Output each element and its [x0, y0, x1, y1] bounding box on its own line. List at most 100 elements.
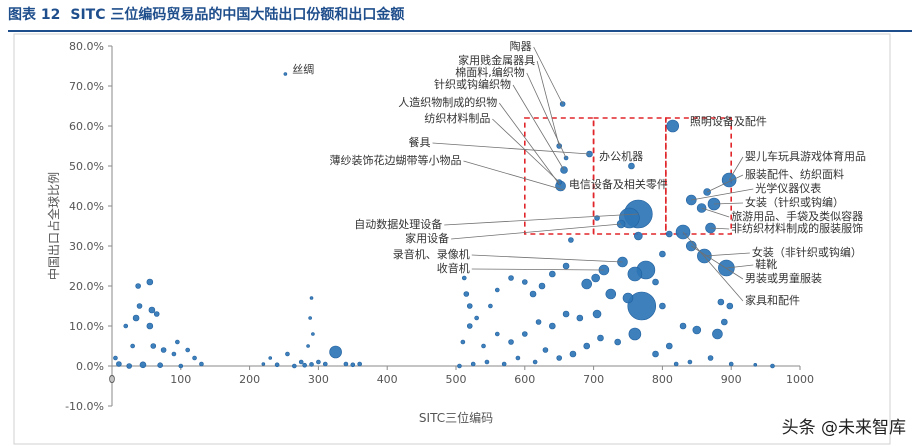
data-point — [148, 306, 156, 314]
data-point — [274, 362, 280, 368]
scatter-chart: -10.0% 0.0% 10.0% 20.0% 30.0% 40.0% 50.0% 60.0%… — [13, 33, 891, 445]
annotation-label: 婴儿车玩具游戏体育用品 — [745, 149, 866, 163]
annotation-leader — [726, 264, 754, 269]
data-point — [153, 311, 160, 317]
data-point — [614, 338, 621, 346]
data-point — [130, 343, 135, 349]
data-point — [508, 339, 514, 345]
data-point — [481, 343, 486, 349]
annotation-label: 餐具 — [409, 135, 431, 149]
data-point — [529, 290, 537, 298]
data-point — [692, 325, 702, 335]
data-point — [470, 361, 476, 367]
data-point — [535, 319, 542, 325]
data-point — [605, 288, 617, 300]
annotation-leader — [706, 174, 744, 193]
data-point — [521, 279, 528, 285]
data-point — [157, 362, 163, 369]
data-point — [466, 303, 473, 309]
annotation-label: 丝绸 — [292, 62, 314, 76]
y-tick-label: 20.0% — [69, 280, 104, 293]
annotation-label: 陶器 — [510, 39, 532, 53]
annotation-label: 薄纱装饰花边蝴带等小物品 — [330, 153, 462, 167]
watermark: 头条 @未来智库 — [781, 418, 906, 438]
data-point — [136, 303, 143, 309]
figure-number: 图表 12 — [8, 7, 61, 23]
data-point — [302, 362, 307, 368]
x-tick-label: 1000 — [786, 373, 814, 386]
data-point — [268, 356, 273, 360]
data-point — [556, 355, 563, 361]
data-point — [549, 322, 556, 330]
data-point — [665, 230, 673, 238]
data-point — [726, 302, 734, 310]
data-point — [569, 350, 577, 358]
annotation-label: 旅游用品、手袋及类似容器 — [731, 209, 863, 223]
data-point — [285, 351, 290, 357]
data-point — [592, 309, 602, 319]
data-point — [652, 350, 659, 358]
annotation-leader — [710, 227, 730, 230]
annotation-leader — [526, 72, 567, 159]
data-point — [146, 278, 154, 286]
data-point — [707, 355, 714, 361]
data-point — [139, 361, 147, 369]
data-point — [457, 363, 462, 369]
data-point — [298, 359, 304, 365]
data-point — [309, 362, 314, 367]
data-point — [350, 362, 356, 368]
data-point — [687, 359, 693, 365]
data-point — [113, 355, 118, 361]
annotation-leader — [471, 268, 604, 271]
data-point — [673, 361, 679, 367]
annotation-label: 男装或男童服装 — [745, 271, 822, 285]
annotation-leader — [691, 188, 754, 201]
title-rule — [8, 30, 912, 32]
x-tick-label: 0 — [109, 373, 116, 386]
annotation-label: 针织或钩编织物 — [434, 77, 511, 91]
annotation-label: 录音机、录像机 — [393, 247, 470, 261]
data-point — [292, 363, 297, 369]
x-tick-label: 500 — [446, 373, 467, 386]
highlight-box — [523, 117, 595, 235]
annotation-leader — [432, 142, 590, 155]
annotation-leader — [533, 46, 563, 105]
annotation-label: 女装（非针织或钩编） — [752, 245, 862, 259]
data-point — [135, 283, 141, 289]
data-point — [171, 351, 177, 357]
annotation-leader — [451, 223, 622, 240]
data-point — [562, 310, 570, 318]
data-point — [261, 362, 266, 366]
data-point — [549, 270, 556, 278]
data-point — [322, 361, 328, 367]
data-point — [343, 361, 349, 367]
data-point — [721, 318, 728, 326]
annotation-label: 非纺织材料制成的服装服饰 — [731, 221, 863, 235]
y-tick-label: 30.0% — [69, 240, 104, 253]
data-point — [627, 291, 657, 321]
figure-title-text: SITC 三位编码贸易品的中国大陆出口份额和出口金额 — [70, 7, 405, 23]
data-point — [488, 303, 493, 309]
data-point — [309, 296, 314, 300]
data-point — [712, 328, 723, 340]
data-point — [126, 363, 132, 369]
y-tick-label: 40.0% — [69, 200, 104, 213]
annotation-leader — [704, 252, 750, 257]
annotation-label: 纺织材料制品 — [424, 111, 490, 125]
annotation-leader — [682, 231, 744, 302]
data-point — [581, 278, 593, 290]
chart-frame — [13, 33, 891, 445]
annotation-leader — [713, 202, 743, 205]
data-point — [532, 359, 538, 365]
data-point — [679, 322, 687, 330]
data-point — [622, 292, 634, 304]
x-tick-label: 900 — [721, 373, 742, 386]
highlight-box — [665, 117, 733, 235]
data-point — [591, 273, 600, 283]
annotation-leader — [512, 84, 565, 171]
x-tick-label: 200 — [239, 373, 260, 386]
data-point — [192, 355, 197, 361]
y-tick-label: -10.0% — [65, 400, 104, 413]
annotation-leader — [498, 102, 561, 187]
data-point — [178, 363, 184, 369]
